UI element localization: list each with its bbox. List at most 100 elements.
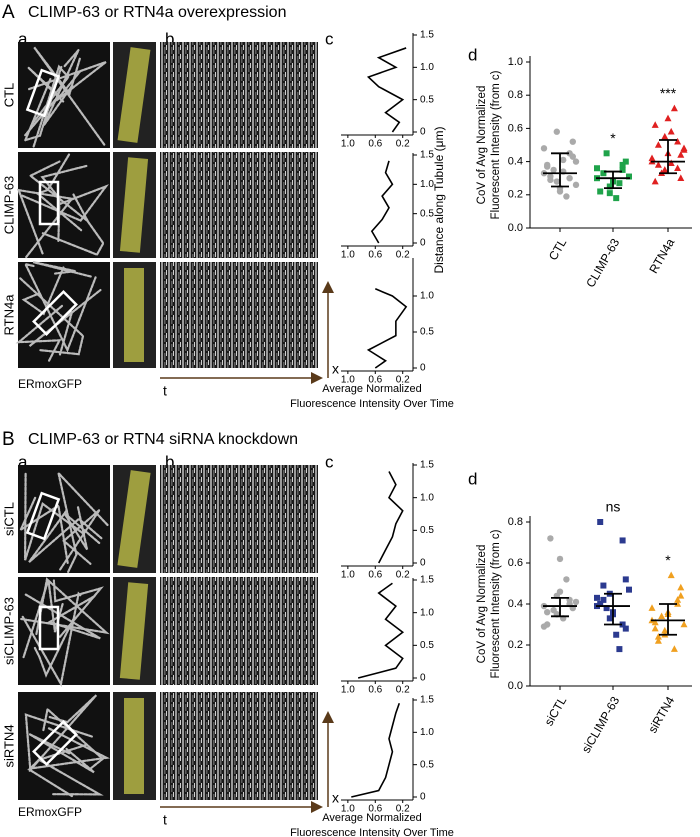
intensity-profile [366,47,407,133]
er-tubule [15,304,64,362]
y-tick-label: 0.2 [508,639,523,651]
data-point [547,535,554,542]
x-tick-label: 0.6 [368,250,382,261]
y-tick-label: 1.0 [420,607,434,618]
x-tick-label: 0.6 [368,804,382,815]
data-point [619,166,626,173]
data-point [594,594,600,601]
data-point [658,612,666,620]
roi-box [38,180,60,226]
roi-box [25,68,61,118]
data-point [622,158,629,165]
kymograph [160,152,318,258]
data-point [661,132,669,140]
y-tick-label: 1.5 [420,460,434,471]
er-tubule [24,593,101,640]
y-tick-label: 0.5 [420,525,434,536]
er-tubule [32,261,92,278]
y-tick-label: 1.0 [508,56,523,68]
y-tick-label: 0 [420,673,426,684]
data-point [651,618,659,626]
x-tick-label: 0.2 [396,375,410,386]
data-point [544,163,551,170]
position-label: x [332,790,339,806]
data-point [651,177,659,185]
position-label: x [332,361,339,377]
image-caption: ERmoxGFP [18,377,82,391]
data-point [550,606,557,614]
y-tick-label: 1.0 [420,727,434,738]
category-label: CLIMP-63 [583,236,622,290]
significance: * [665,552,671,568]
significance: ns [606,499,621,515]
x-tick-label: 0.6 [368,685,382,696]
y-axis-label: Fluorescent Intensity (from c) [490,70,502,219]
data-point [622,625,629,632]
profile-x-label: Fluorescence Intensity Over Time [290,827,454,837]
data-point [664,114,672,122]
sublabel: a [18,452,28,471]
panel-label: B [2,429,15,450]
x-tick-label: 0.6 [368,570,382,581]
kymograph [160,262,318,368]
x-tick-label: 1.0 [341,685,355,696]
y-tick-label: 0.5 [420,759,434,770]
y-tick-label: 0.4 [508,156,523,168]
y-tick-label: 0.0 [508,680,523,692]
er-tubule [18,496,69,564]
roi-box [32,290,78,336]
data-point [654,161,662,168]
intensity-profile [378,471,404,564]
time-label: t [163,383,167,399]
data-point [674,164,682,172]
er-tubule [21,184,109,222]
data-point [572,158,580,165]
data-point [651,624,659,632]
data-point [594,165,600,172]
er-tubule [21,266,65,316]
x-tick-label: 1.0 [341,139,355,150]
sublabel: a [18,29,28,48]
data-point [674,137,682,145]
data-point [600,582,607,589]
data-point [569,138,576,145]
y-tick-label: 1.0 [420,492,434,503]
panel-title: CLIMP-63 or RTN4 siRNA knockdown [28,431,298,448]
data-point [654,633,662,640]
straightened-tubule [119,157,149,253]
data-point [606,183,613,190]
straightened-tubule [117,470,151,568]
data-point [648,154,656,162]
data-point [603,150,610,157]
y-axis-label: CoV of Avg Normalized [476,86,488,205]
data-point [597,601,604,607]
data-point [667,159,675,167]
data-point [572,598,580,606]
y-tick-label: 1.5 [420,695,434,706]
y-tick-label: 0.8 [508,89,523,101]
panel-title: CLIMP-63 or RTN4a overexpression [28,4,286,21]
er-tubule [35,153,83,232]
y-axis-label: CoV of Avg Normalized [476,545,488,664]
roi-box [32,720,78,766]
intensity-profile [370,160,394,244]
x-tick-label: 1.0 [341,375,355,386]
straightened-tubule [124,268,144,362]
x-tick-label: 0.2 [396,139,410,150]
data-point [626,586,632,593]
kymograph [160,465,318,573]
sublabel: b [165,452,174,471]
data-point [603,605,610,612]
data-point [616,646,623,653]
data-point [670,645,678,652]
data-point [606,615,613,622]
er-tubule [33,46,106,146]
y-tick-label: 0.6 [508,122,523,134]
sublabel: d [468,45,477,64]
y-tick-label: 0.5 [420,94,434,105]
category-label: siCTL [542,694,570,728]
x-tick-label: 1.0 [341,250,355,261]
data-point [560,156,567,164]
straightened-tubule [124,698,144,794]
x-tick-label: 0.6 [368,375,382,386]
